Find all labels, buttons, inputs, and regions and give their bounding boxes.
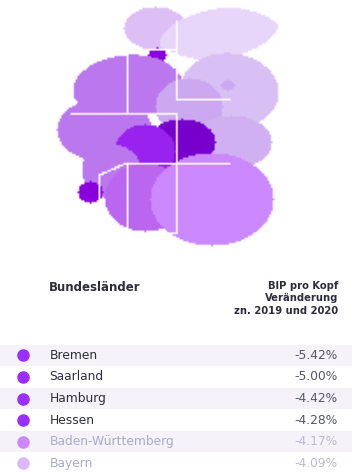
- Text: Bremen: Bremen: [49, 349, 98, 362]
- Text: -5.00%: -5.00%: [295, 371, 338, 383]
- Text: -5.42%: -5.42%: [295, 349, 338, 362]
- Text: -4.42%: -4.42%: [295, 392, 338, 405]
- Text: -4.17%: -4.17%: [295, 435, 338, 448]
- Text: Baden-Württemberg: Baden-Württemberg: [49, 435, 174, 448]
- Text: BIP pro Kopf
Veränderung
zn. 2019 und 2020: BIP pro Kopf Veränderung zn. 2019 und 20…: [234, 281, 338, 316]
- Text: Saarland: Saarland: [49, 371, 103, 383]
- Text: Hamburg: Hamburg: [49, 392, 106, 405]
- Text: -4.28%: -4.28%: [295, 414, 338, 427]
- Text: Bundesländer: Bundesländer: [49, 281, 141, 294]
- Text: -4.09%: -4.09%: [295, 457, 338, 470]
- Text: Hessen: Hessen: [49, 414, 94, 427]
- FancyBboxPatch shape: [0, 345, 352, 366]
- FancyBboxPatch shape: [0, 388, 352, 410]
- FancyBboxPatch shape: [0, 431, 352, 452]
- Text: Bayern: Bayern: [49, 457, 93, 470]
